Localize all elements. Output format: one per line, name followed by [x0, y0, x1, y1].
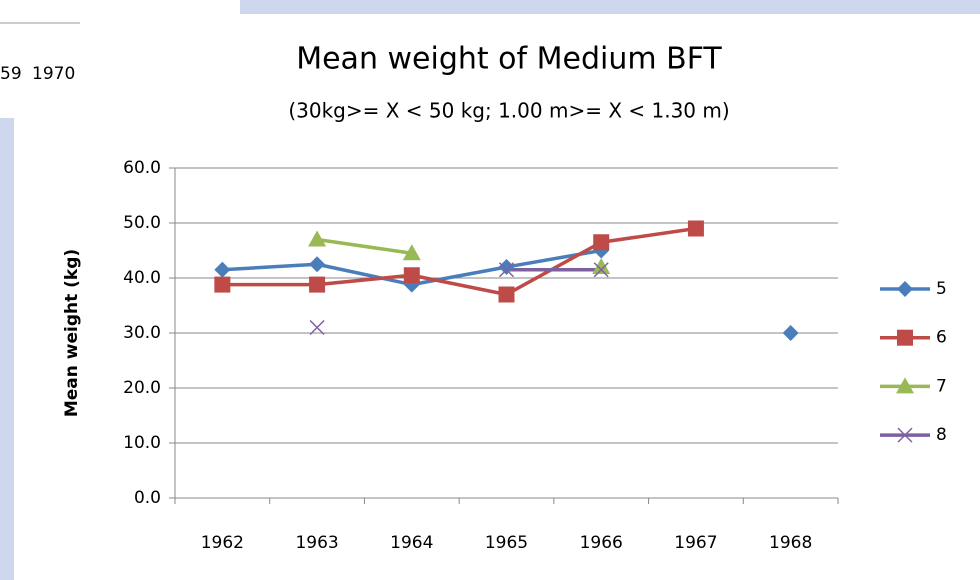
fragment-text: 59 [0, 64, 22, 84]
marker [498, 286, 515, 303]
y-tick-label: 30.0 [123, 323, 161, 343]
x-tick-label: 1968 [769, 533, 812, 553]
legend-label: 8 [936, 425, 947, 445]
y-axis-label: Mean weight (kg) [62, 249, 82, 417]
marker [402, 244, 421, 261]
x-tick-label: 1963 [295, 533, 338, 553]
marker [498, 259, 515, 275]
series-line [222, 226, 697, 297]
chart-subtitle: (30kg>= X < 50 kg; 1.00 m>= X < 1.30 m) [288, 99, 729, 123]
marker [214, 261, 231, 278]
y-tick-label: 50.0 [123, 213, 161, 233]
series-line [317, 240, 601, 268]
marker [897, 427, 913, 443]
legend-label: 6 [936, 328, 947, 348]
y-tick-label: 60.0 [123, 158, 161, 178]
y-tick-label: 10.0 [123, 433, 161, 453]
y-tick-label: 20.0 [123, 378, 161, 398]
x-tick-label: 1967 [674, 533, 717, 553]
marker [593, 234, 610, 251]
marker [592, 258, 611, 274]
banner [240, 0, 980, 14]
marker [897, 329, 913, 346]
marker [782, 325, 799, 341]
x-tick-label: 1965 [485, 533, 528, 553]
legend-label: 7 [936, 376, 947, 396]
marker [308, 230, 327, 247]
marker [498, 262, 515, 278]
x-tick-label: 1966 [580, 533, 623, 553]
y-tick-label: 0.0 [134, 488, 161, 508]
legend-label: 5 [936, 279, 947, 299]
chart-title: Mean weight of Medium BFT [296, 42, 722, 77]
side-panel [0, 118, 14, 580]
y-tick-label: 40.0 [123, 268, 161, 288]
marker [309, 256, 326, 273]
marker [403, 267, 420, 284]
x-tick-label: 1964 [390, 533, 433, 553]
marker [214, 276, 231, 293]
marker [593, 262, 609, 278]
marker [897, 281, 913, 297]
fragment-text: 1970 [32, 64, 75, 84]
marker [687, 220, 704, 237]
marker [896, 377, 914, 394]
marker [309, 276, 326, 293]
x-tick-label: 1962 [201, 533, 244, 553]
marker [309, 319, 325, 336]
